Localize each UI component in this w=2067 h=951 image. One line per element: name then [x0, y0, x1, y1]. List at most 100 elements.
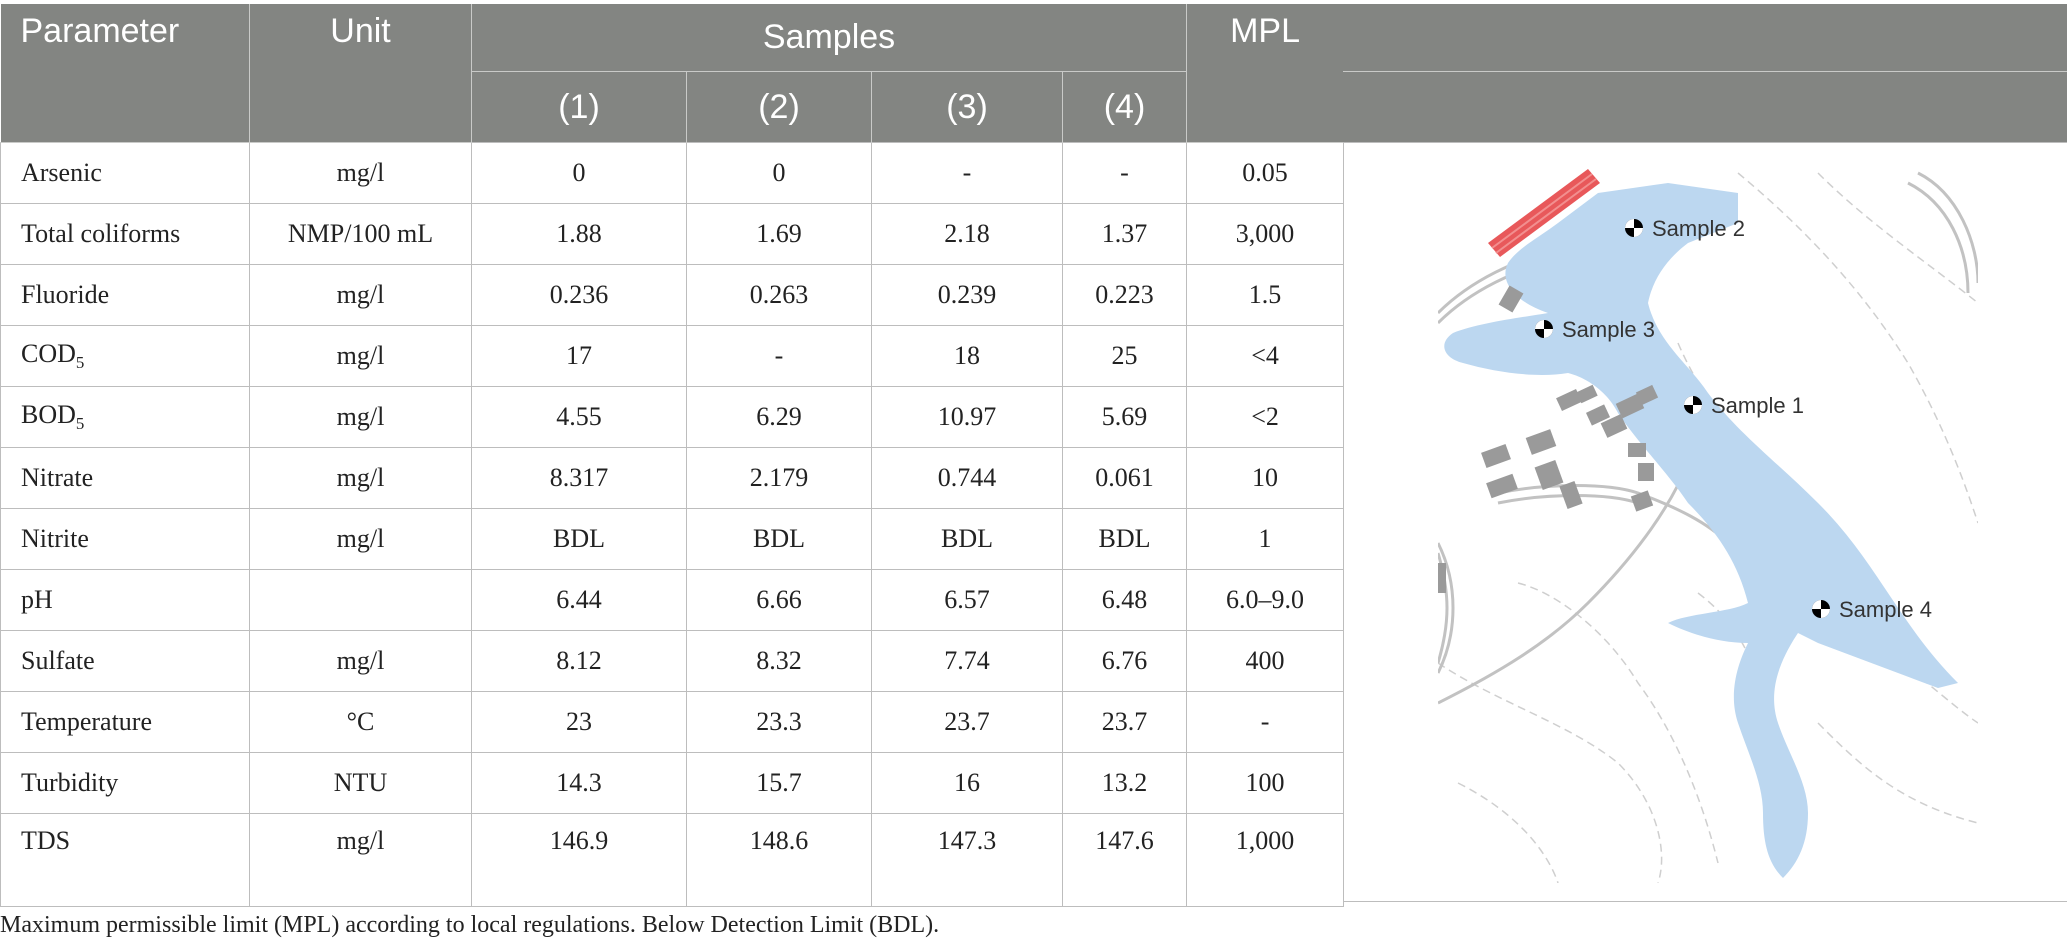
- unit-cell: NTU: [249, 752, 472, 814]
- dam: [1488, 169, 1600, 257]
- reservoir-water: [1444, 183, 1958, 878]
- header-samples: Samples: [471, 4, 1188, 72]
- parameter-subscript: 5: [75, 414, 85, 434]
- sample-1-label: Sample 1: [1711, 393, 1804, 418]
- unit-cell: [249, 569, 472, 631]
- parameter-name: Turbidity: [21, 768, 119, 797]
- table-row: COD5 mg/l 17-18 25 <4: [0, 325, 1345, 387]
- sample-4-label: Sample 4: [1839, 597, 1932, 622]
- sample-2-cell: 148.6: [686, 813, 872, 907]
- sample-3-cell: 18: [871, 325, 1063, 387]
- table-row: Temperature °C 23 23.3 23.7 23.7-: [0, 691, 1345, 753]
- sample-3-marker: [1535, 320, 1553, 338]
- unit-cell: mg/l: [249, 264, 472, 326]
- header-extension: [1343, 4, 2067, 142]
- sample-2-cell: 8.32: [686, 630, 872, 692]
- mpl-cell: 400: [1186, 630, 1345, 692]
- sample-2-cell: 6.66: [686, 569, 872, 631]
- parameter-cell: Fluoride: [0, 264, 250, 326]
- sample-2-marker: [1625, 219, 1643, 237]
- water-quality-table: Parameter Unit Samples MPL (1) (2) (3) (…: [0, 4, 1345, 907]
- header-sample-1: (1): [471, 71, 687, 143]
- sample-3-cell: BDL: [871, 508, 1063, 570]
- parameter-cell: Nitrate: [0, 447, 250, 509]
- parameter-cell: Arsenic: [0, 142, 250, 204]
- sample-2-label: Sample 2: [1652, 216, 1745, 241]
- sample-1-cell: 6.44: [471, 569, 687, 631]
- table-row: Fluoride mg/l 0.236 0.263 0.239 0.223 1.5: [0, 264, 1345, 326]
- reservoir-map: Sample 2 Sample 3 Sample 1 Sample 4: [1438, 169, 1978, 883]
- mpl-cell: 100: [1186, 752, 1345, 814]
- parameter-name: Nitrite: [21, 524, 89, 553]
- table-row: TDS mg/l 146.9 148.6 147.3 147.6 1,000: [0, 813, 1345, 907]
- parameter-cell: BOD5: [0, 386, 250, 448]
- sample-4-cell: 5.69: [1061, 386, 1188, 448]
- table-row: BOD5 mg/l 4.55 6.29 10.97 5.69 <2: [0, 386, 1345, 448]
- unit-cell: °C: [249, 691, 472, 753]
- header-sample-2: (2): [686, 71, 872, 143]
- sample-1-cell: 23: [471, 691, 687, 753]
- parameter-name: Arsenic: [21, 158, 102, 187]
- sample-3-cell: 6.57: [871, 569, 1063, 631]
- parameter-cell: Sulfate: [0, 630, 250, 692]
- sample-2-cell: 2.179: [686, 447, 872, 509]
- sample-3-label: Sample 3: [1562, 317, 1655, 342]
- parameter-cell: Turbidity: [0, 752, 250, 814]
- buildings: [1438, 285, 1659, 593]
- sample-4-cell: -: [1061, 142, 1188, 204]
- table-caption: Maximum permissible limit (MPL) accordin…: [0, 912, 940, 938]
- unit-cell: mg/l: [249, 142, 472, 204]
- table-row: Sulfate mg/l 8.12 8.32 7.74 6.76 400: [0, 630, 1345, 692]
- unit-cell: NMP/100 mL: [249, 203, 472, 265]
- sample-4-marker: [1812, 600, 1830, 618]
- sample-2-cell: 15.7: [686, 752, 872, 814]
- sample-1-cell: 1.88: [471, 203, 687, 265]
- parameter-name: pH: [21, 585, 53, 614]
- table-row: pH 6.44 6.66 6.57 6.48 6.0–9.0: [0, 569, 1345, 631]
- sample-1-cell: 8.317: [471, 447, 687, 509]
- sample-1-cell: 146.9: [471, 813, 687, 907]
- sample-1-cell: 14.3: [471, 752, 687, 814]
- sample-4-cell: 0.061: [1061, 447, 1188, 509]
- table-body: Arsenic mg/l 0 0- -0.05 Total coliforms NMP/10…: [0, 142, 1345, 907]
- table-row: Nitrate mg/l 8.317 2.179 0.744 0.061 10: [0, 447, 1345, 509]
- sample-4-cell: 13.2: [1061, 752, 1188, 814]
- mpl-cell: 1,000: [1186, 813, 1345, 907]
- parameter-name: Temperature: [21, 707, 152, 736]
- sample-map: Sample 2 Sample 3 Sample 1 Sample 4: [1343, 142, 2067, 902]
- sample-4-cell: 0.223: [1061, 264, 1188, 326]
- parameter-name: BOD: [21, 399, 76, 429]
- sample-3-cell: 0.744: [871, 447, 1063, 509]
- parameter-cell: COD5: [0, 325, 250, 387]
- parameter-name: COD: [21, 338, 76, 368]
- sample-3-cell: 147.3: [871, 813, 1063, 907]
- sample-3-cell: 16: [871, 752, 1063, 814]
- parameter-name: Nitrate: [21, 463, 94, 492]
- table-row: Turbidity NTU 14.3 15.7 16 13.2 100: [0, 752, 1345, 814]
- sample-3-cell: -: [871, 142, 1063, 204]
- sample-3-cell: 0.239: [871, 264, 1063, 326]
- sample-3-cell: 2.18: [871, 203, 1063, 265]
- header-sample-3: (3): [871, 71, 1063, 143]
- mpl-cell: <2: [1186, 386, 1345, 448]
- sample-3-cell: 23.7: [871, 691, 1063, 753]
- unit-cell: mg/l: [249, 386, 472, 448]
- header-unit: Unit: [249, 4, 472, 143]
- sample-3-cell: 7.74: [871, 630, 1063, 692]
- sample-1-cell: 4.55: [471, 386, 687, 448]
- sample-1-cell: 8.12: [471, 630, 687, 692]
- sample-2-cell: 6.29: [686, 386, 872, 448]
- sample-3-cell: 10.97: [871, 386, 1063, 448]
- mpl-cell: 10: [1186, 447, 1345, 509]
- unit-cell: mg/l: [249, 447, 472, 509]
- parameter-name: TDS: [21, 826, 71, 855]
- parameter-name: Sulfate: [21, 646, 95, 675]
- sample-2-cell: 1.69: [686, 203, 872, 265]
- sample-4-cell: 147.6: [1061, 813, 1188, 907]
- sample-4-cell: 23.7: [1061, 691, 1188, 753]
- sample-1-cell: 17: [471, 325, 687, 387]
- sample-4-cell: 1.37: [1061, 203, 1188, 265]
- sample-2-cell: BDL: [686, 508, 872, 570]
- unit-cell: mg/l: [249, 508, 472, 570]
- header-sample-4: (4): [1062, 71, 1188, 143]
